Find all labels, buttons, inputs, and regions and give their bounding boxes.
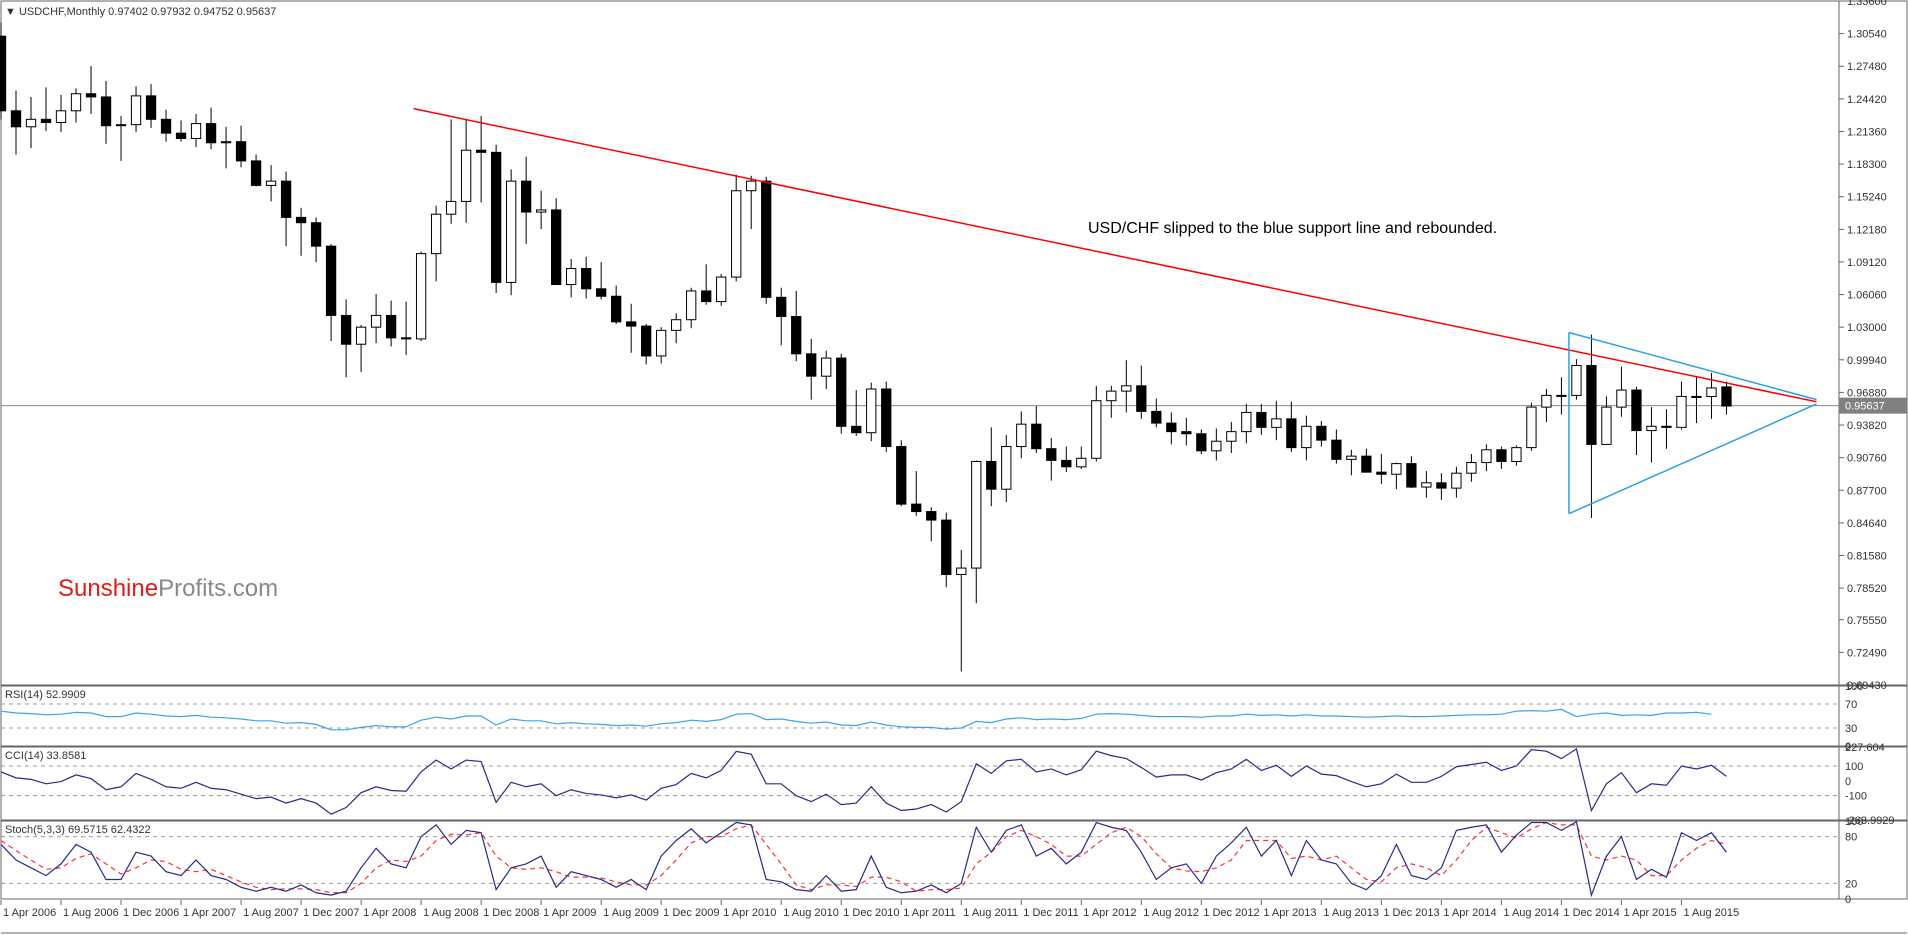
price-axis-tick: 1.27480 — [1847, 61, 1887, 73]
indicator-axis-tick: 0 — [1845, 776, 1851, 788]
indicator-axis-tick: 80 — [1845, 832, 1857, 844]
price-axis-tick: 0.84640 — [1847, 518, 1887, 530]
x-axis-tick: 1 Dec 2006 — [123, 907, 179, 919]
price-axis-tick: 1.30540 — [1847, 29, 1887, 41]
indicator-axis-tick: -100 — [1845, 791, 1867, 803]
price-axis-tick: 1.06060 — [1847, 290, 1887, 302]
x-axis-tick: 1 Aug 2008 — [423, 907, 479, 919]
indicator-axis-tick: 20 — [1845, 878, 1857, 890]
price-axis-tick: 0.78520 — [1847, 583, 1887, 595]
rsi-line[interactable] — [1, 709, 1711, 729]
x-axis-tick: 1 Aug 2009 — [603, 907, 659, 919]
indicator-axis-tick: 100 — [1845, 761, 1863, 773]
x-axis-tick: 1 Apr 2011 — [903, 907, 955, 919]
x-axis-tick: 1 Aug 2015 — [1683, 907, 1739, 919]
indicator-axis-tick: 227.604 — [1845, 742, 1885, 754]
watermark: SunshineProfits.com — [58, 575, 278, 602]
x-axis-tick: 1 Aug 2012 — [1143, 907, 1199, 919]
x-axis-tick: 1 Dec 2009 — [663, 907, 719, 919]
chart-annotation: USD/CHF slipped to the blue support line… — [1088, 220, 1497, 237]
x-axis-tick: 1 Aug 2014 — [1503, 907, 1559, 919]
chart-svg[interactable]: 1.33600 1.30540 1.27480 1.24420 1.21360 1.183… — [0, 0, 1908, 935]
current-price-label: 0.95637 — [1845, 401, 1885, 413]
x-axis-tick: 1 Apr 2007 — [183, 907, 236, 919]
stoch-signal-line[interactable] — [1, 823, 1726, 893]
x-axis-tick: 1 Dec 2010 — [843, 907, 899, 919]
x-axis-tick: 1 Aug 2010 — [783, 907, 839, 919]
price-axis-tick: 0.93820 — [1847, 420, 1887, 432]
x-axis-tick: 1 Aug 2011 — [963, 907, 1018, 919]
x-axis-tick: 1 Apr 2006 — [3, 907, 56, 919]
price-axis-tick: 0.81580 — [1847, 550, 1887, 562]
price-axis-tick: 0.96880 — [1847, 387, 1887, 399]
x-axis-tick: 1 Apr 2009 — [543, 907, 596, 919]
indicator-axis-tick: 0 — [1845, 894, 1851, 906]
resistance-trendline[interactable] — [414, 109, 1817, 402]
price-axis-tick: 1.03000 — [1847, 322, 1887, 334]
price-axis-tick: 0.72490 — [1847, 647, 1887, 659]
x-axis-tick: 1 Dec 2007 — [303, 907, 359, 919]
price-axis-tick: 1.09120 — [1847, 257, 1887, 269]
indicator-axis-tick: 30 — [1845, 723, 1857, 735]
x-axis-tick: 1 Apr 2015 — [1623, 907, 1676, 919]
indicator-label: Stoch(5,3,3) 69.5715 62.4322 — [5, 824, 151, 836]
x-axis-tick: 1 Apr 2013 — [1263, 907, 1316, 919]
x-axis-tick: 1 Apr 2010 — [723, 907, 776, 919]
price-axis-tick: 1.18300 — [1847, 159, 1887, 171]
stoch-main-line[interactable] — [1, 822, 1726, 895]
triangle-pattern-edge[interactable] — [1569, 333, 1817, 400]
indicator-axis-tick: 70 — [1845, 699, 1857, 711]
x-axis-tick: 1 Dec 2011 — [1023, 907, 1078, 919]
x-axis-tick: 1 Aug 2007 — [243, 907, 299, 919]
indicator-label: CCI(14) 33.8581 — [5, 750, 86, 762]
chart-title: ▼ USDCHF,Monthly 0.97402 0.97932 0.94752… — [5, 6, 276, 18]
indicator-axis-tick: 100 — [1845, 681, 1863, 693]
x-axis-tick: 1 Dec 2008 — [483, 907, 539, 919]
price-axis-tick: 1.12180 — [1847, 224, 1887, 236]
price-axis-tick: 0.99940 — [1847, 355, 1887, 367]
x-axis-tick: 1 Dec 2012 — [1203, 907, 1259, 919]
price-axis-tick: 0.87700 — [1847, 485, 1887, 497]
price-axis-tick: 1.21360 — [1847, 126, 1887, 138]
chart-root: 1.33600 1.30540 1.27480 1.24420 1.21360 1.183… — [0, 0, 1908, 935]
price-axis-tick: 1.24420 — [1847, 94, 1887, 106]
x-axis-tick: 1 Apr 2014 — [1443, 907, 1496, 919]
price-axis-tick: 0.75550 — [1847, 615, 1887, 627]
price-axis-tick: 1.33600 — [1847, 0, 1887, 8]
x-axis-tick: 1 Aug 2006 — [63, 907, 119, 919]
price-axis-tick: 0.90760 — [1847, 453, 1887, 465]
x-axis-tick: 1 Aug 2013 — [1323, 907, 1379, 919]
x-axis-tick: 1 Apr 2012 — [1083, 907, 1136, 919]
price-axis-tick: 1.15240 — [1847, 192, 1887, 204]
x-axis-tick: 1 Dec 2013 — [1383, 907, 1439, 919]
indicator-label: RSI(14) 52.9909 — [5, 689, 86, 701]
x-axis-tick: 1 Dec 2014 — [1563, 907, 1619, 919]
indicator-axis-tick: 100 — [1845, 816, 1863, 828]
cci-line[interactable] — [1, 749, 1726, 814]
x-axis-tick: 1 Apr 2008 — [363, 907, 416, 919]
